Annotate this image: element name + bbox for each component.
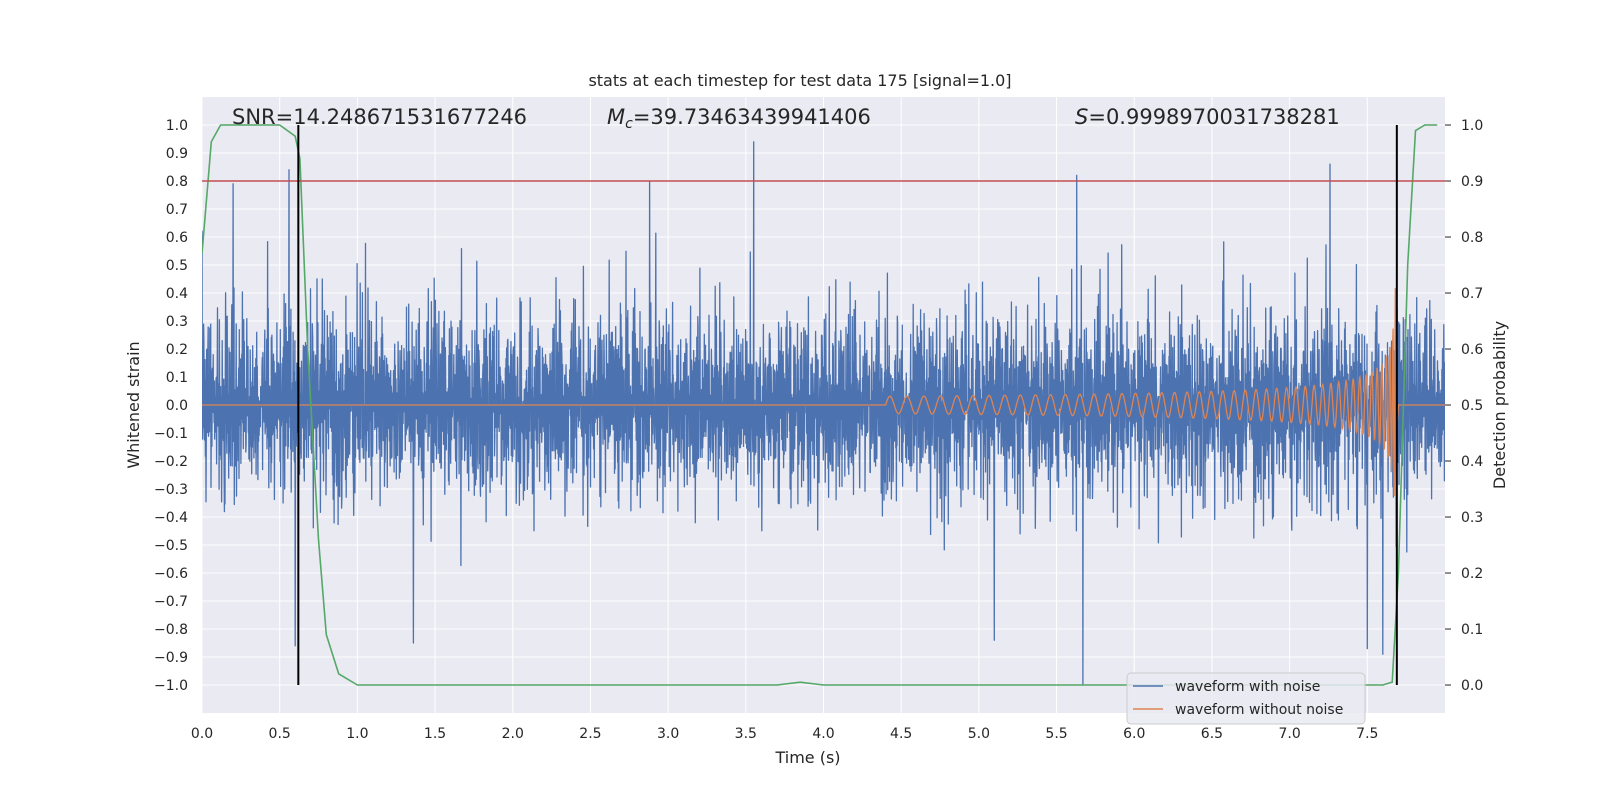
y-tick-label: 0.0 [166, 398, 188, 414]
y2-tick-label: 0.9 [1461, 174, 1483, 190]
chirp-mass-subscript: c [625, 116, 633, 132]
y2-tick-label: 0.4 [1461, 454, 1483, 470]
y-tick-label: −0.3 [154, 482, 188, 498]
y-tick-label: 0.8 [166, 174, 188, 190]
y2-axis-label: Detection probability [1490, 321, 1509, 489]
y-tick-label: −0.4 [154, 510, 188, 526]
x-tick-label: 6.0 [1123, 726, 1145, 742]
clean-waveform-line [202, 288, 1445, 548]
y-tick-label: 0.1 [166, 370, 188, 386]
x-tick-label: 5.0 [968, 726, 990, 742]
s-symbol: S [1075, 105, 1088, 129]
y2-tick-label: 0.6 [1461, 342, 1483, 358]
y-tick-label: 0.9 [166, 146, 188, 162]
s-annotation: S=0.9998970031738281 [1075, 105, 1340, 129]
detection-probability-line [202, 124, 1438, 686]
y-tick-label: −0.7 [154, 594, 188, 610]
y-axis-label: Whitened strain [124, 341, 143, 468]
legend-box [1126, 672, 1366, 725]
y-tick-label: −0.9 [154, 650, 188, 666]
x-tick-label: 1.5 [424, 726, 446, 742]
y2-tick-label: 0.1 [1461, 622, 1483, 638]
x-tick-label: 7.0 [1278, 726, 1300, 742]
y-tick-label: 1.0 [166, 118, 188, 134]
y-tick-label: −1.0 [154, 678, 188, 694]
y2-tick-label: 0.2 [1461, 566, 1483, 582]
tick-layer: 0.0 0.5 1.0 1.5 2.0 2.5 3.0 3.5 4.0 4.5 5.0 5.5 6.0 6… [154, 118, 1483, 742]
y-tick-label: −0.5 [154, 538, 188, 554]
y2-tick-label: 0.7 [1461, 286, 1483, 302]
x-tick-label: 7.5 [1356, 726, 1378, 742]
legend-label-clean: waveform without noise [1175, 702, 1343, 718]
x-tick-label: 1.0 [346, 726, 368, 742]
y-tick-label: 0.3 [166, 314, 188, 330]
legend: waveform with noise waveform without noi… [1126, 672, 1366, 725]
snr-annotation: SNR=14.248671531677246 [232, 105, 527, 129]
chirp-mass-value: =39.73463439941406 [633, 105, 871, 129]
x-tick-label: 0.5 [269, 726, 291, 742]
x-tick-label: 2.5 [579, 726, 601, 742]
x-tick-label: 3.5 [735, 726, 757, 742]
y2-tick-label: 0.3 [1461, 510, 1483, 526]
x-tick-label: 5.5 [1045, 726, 1067, 742]
y-tick-label: 0.6 [166, 230, 188, 246]
y-tick-label: −0.2 [154, 454, 188, 470]
y2-tick-label: 0.0 [1461, 678, 1483, 694]
x-axis-label: Time (s) [774, 748, 840, 767]
x-tick-label: 4.0 [812, 726, 834, 742]
y-tick-label: 0.4 [166, 286, 188, 302]
y2-tick-label: 0.5 [1461, 398, 1483, 414]
y2-tick-label: 1.0 [1461, 118, 1483, 134]
y-tick-label: 0.5 [166, 258, 188, 274]
s-value: =0.9998970031738281 [1088, 105, 1339, 129]
legend-label-noise: waveform with noise [1175, 679, 1320, 695]
y-tick-label: −0.8 [154, 622, 188, 638]
chart-title: stats at each timestep for test data 175… [588, 71, 1011, 90]
y-tick-label: 0.7 [166, 202, 188, 218]
chirp-mass-symbol: M [607, 105, 625, 129]
x-tick-label: 0.0 [191, 726, 213, 742]
series-layer [202, 124, 1445, 686]
y-tick-label: −0.1 [154, 426, 188, 442]
y-tick-label: −0.6 [154, 566, 188, 582]
y-tick-label: 0.2 [166, 342, 188, 358]
x-tick-label: 3.0 [657, 726, 679, 742]
x-tick-label: 2.0 [502, 726, 524, 742]
x-tick-label: 4.5 [890, 726, 912, 742]
y2-tick-label: 0.8 [1461, 230, 1483, 246]
chirp-mass-annotation: Mc=39.73463439941406 [607, 105, 871, 132]
x-tick-label: 6.5 [1201, 726, 1223, 742]
noise-waveform-line [202, 141, 1445, 686]
